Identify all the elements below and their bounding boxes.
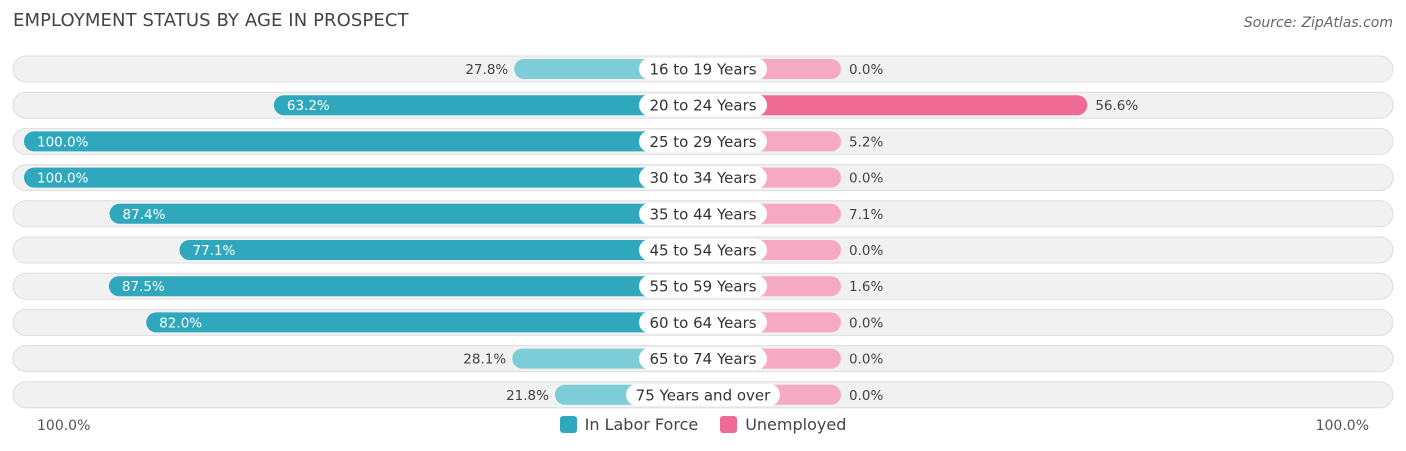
category-label-bg xyxy=(639,166,767,189)
unemployed-value-label: 5.2% xyxy=(849,134,883,150)
axis-left-label: 100.0% xyxy=(37,418,91,434)
unemployed-value-label: 0.0% xyxy=(849,243,883,259)
category-label-bg xyxy=(639,311,767,334)
labor-bar xyxy=(24,131,703,152)
labor-bar xyxy=(108,276,703,297)
category-label: 45 to 54 Years xyxy=(649,242,756,260)
category-label-bg xyxy=(639,130,767,153)
axis-right-label: 100.0% xyxy=(1315,418,1369,434)
unemployed-value-label: 0.0% xyxy=(849,171,883,187)
category-label-bg xyxy=(639,347,767,370)
category-label-bg xyxy=(639,58,767,80)
category-label-bg xyxy=(639,94,767,117)
legend-item-labor[interactable]: In Labor Force xyxy=(559,415,699,434)
category-label: 60 to 64 Years xyxy=(649,314,756,332)
category-label: 75 Years and over xyxy=(636,386,771,404)
unemployed-bar xyxy=(703,95,1088,116)
category-label: 65 to 74 Years xyxy=(649,350,756,368)
unemployed-value-label: 0.0% xyxy=(849,388,883,404)
labor-value-label: 27.8% xyxy=(465,62,508,78)
legend-label-labor: In Labor Force xyxy=(584,415,699,434)
source-note: Source: ZipAtlas.com xyxy=(1243,15,1393,31)
unemployed-value-label: 0.0% xyxy=(849,62,883,78)
legend-swatch-unemployed xyxy=(720,416,738,433)
unemployed-value-label: 7.1% xyxy=(849,207,883,223)
labor-value-label: 28.1% xyxy=(463,352,506,368)
labor-value-label: 87.5% xyxy=(122,279,165,295)
labor-value-label: 77.1% xyxy=(192,243,235,259)
legend: In Labor Force Unemployed xyxy=(0,415,1406,434)
labor-bar xyxy=(146,312,704,333)
category-label: 35 to 44 Years xyxy=(649,205,756,223)
unemployed-value-label: 0.0% xyxy=(849,315,883,331)
category-label: 16 to 19 Years xyxy=(649,61,756,79)
labor-bar xyxy=(179,240,704,260)
category-label: 30 to 34 Years xyxy=(649,169,756,187)
unemployed-value-label: 56.6% xyxy=(1095,98,1138,114)
category-label: 25 to 29 Years xyxy=(649,133,756,151)
labor-bar xyxy=(273,95,703,116)
labor-value-label: 100.0% xyxy=(37,171,89,187)
labor-value-label: 87.4% xyxy=(123,207,166,223)
chart-title: EMPLOYMENT STATUS BY AGE IN PROSPECT xyxy=(13,10,409,31)
legend-swatch-labor xyxy=(559,416,577,433)
legend-item-unemployed[interactable]: Unemployed xyxy=(720,415,846,434)
category-label-bg xyxy=(626,383,780,406)
labor-value-label: 100.0% xyxy=(37,134,89,150)
labor-value-label: 63.2% xyxy=(287,98,330,114)
unemployed-value-label: 0.0% xyxy=(849,352,883,368)
labor-value-label: 82.0% xyxy=(159,315,202,331)
category-label: 20 to 24 Years xyxy=(649,97,756,115)
labor-value-label: 21.8% xyxy=(506,388,549,404)
labor-bar xyxy=(109,203,703,224)
labor-bar xyxy=(24,167,703,188)
category-label: 55 to 59 Years xyxy=(649,278,756,296)
category-label-bg xyxy=(639,275,767,298)
unemployed-value-label: 1.6% xyxy=(849,279,883,295)
category-label-bg xyxy=(639,202,767,225)
legend-label-unemployed: Unemployed xyxy=(745,415,847,434)
category-label-bg xyxy=(639,239,767,261)
